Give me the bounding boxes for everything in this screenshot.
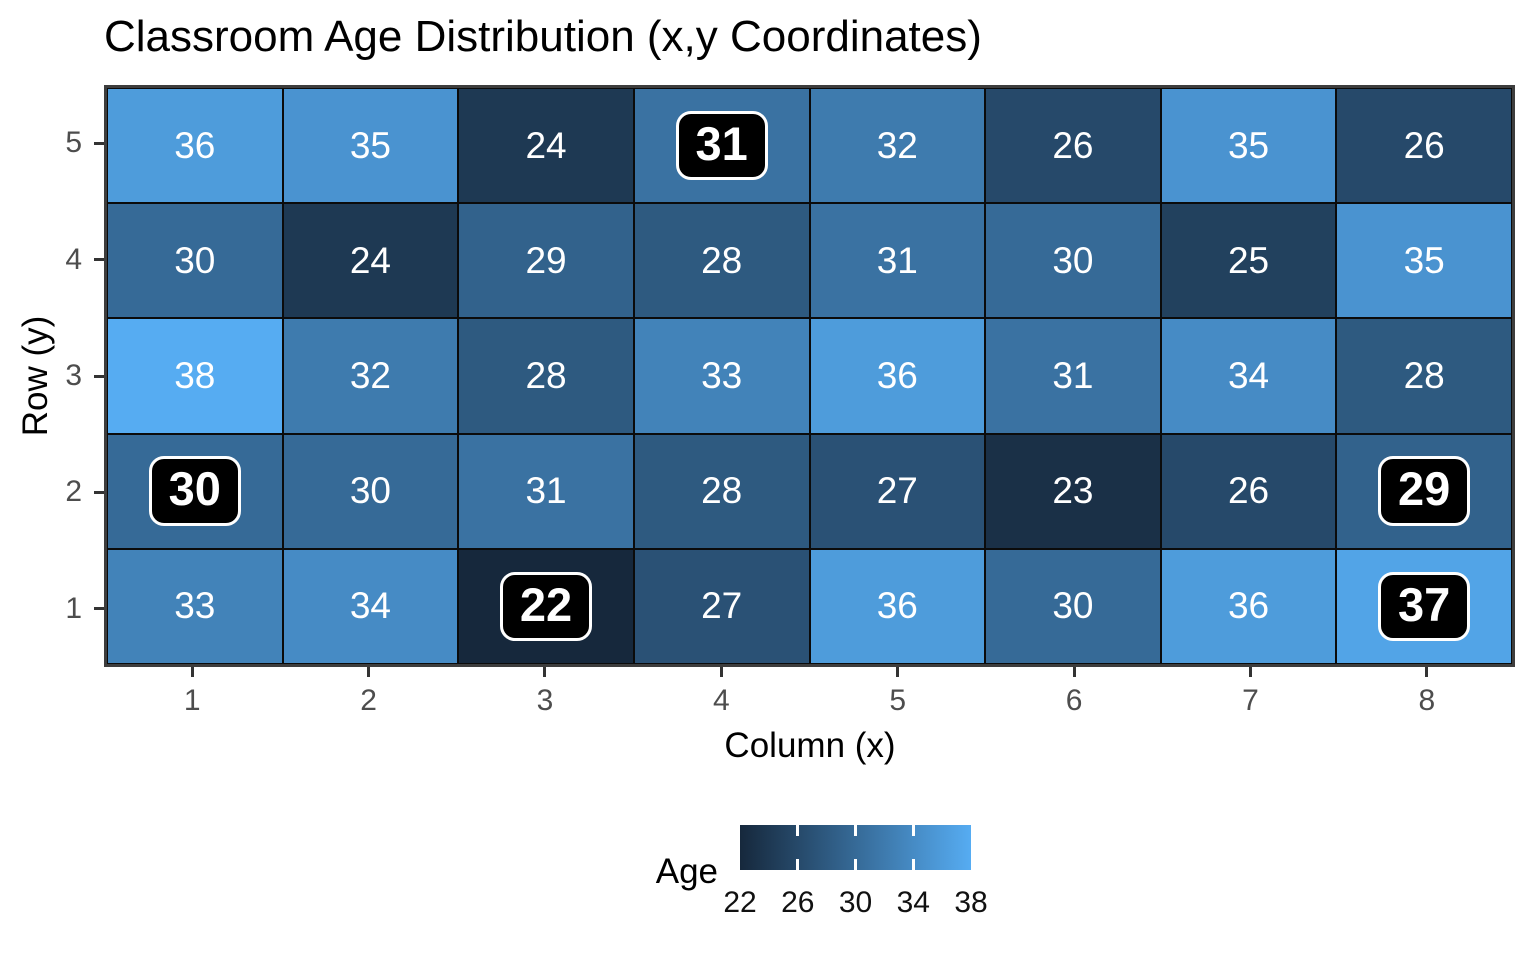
- y-tick-label: 4: [65, 242, 82, 276]
- x-tick-mark: [543, 667, 547, 677]
- x-tick-label: 7: [1242, 684, 1259, 717]
- x-tick-mark: [719, 667, 723, 677]
- legend-tick-label: 30: [838, 886, 873, 919]
- heatmap-cell-x6-y2: 23: [985, 433, 1161, 549]
- heatmap-cell-x8-y1: 37: [1336, 548, 1512, 664]
- y-tick-label: 5: [65, 126, 82, 160]
- heatmap-cell-x3-y1: 22: [458, 548, 634, 664]
- heatmap-cell-x5-y2: 27: [809, 433, 986, 549]
- heatmap-cell-x5-y4: 31: [809, 203, 986, 319]
- highlighted-value-badge: 30: [148, 456, 241, 527]
- legend-tick-notch: [854, 859, 857, 870]
- heatmap-cell-x3-y5: 24: [458, 88, 634, 204]
- y-tick-mark: [94, 607, 104, 611]
- y-tick-label: 1: [65, 591, 82, 625]
- legend-tick-label: 34: [896, 886, 930, 919]
- heatmap-cell-x4-y4: 28: [633, 203, 810, 319]
- heatmap-cell-x2-y4: 24: [282, 203, 459, 319]
- heatmap-cell-x8-y3: 28: [1336, 318, 1512, 434]
- x-tick-label: 6: [1065, 684, 1083, 717]
- heatmap-cell-x7-y5: 35: [1160, 88, 1337, 204]
- x-tick-label: 5: [889, 684, 907, 717]
- heatmap-cell-x1-y4: 30: [107, 203, 283, 319]
- x-tick-mark: [1072, 667, 1076, 677]
- heatmap-cell-x1-y5: 36: [107, 88, 283, 204]
- heatmap-cell-x6-y4: 30: [985, 203, 1161, 319]
- heatmap-cell-x2-y1: 34: [282, 548, 459, 664]
- legend-tick-notch: [911, 825, 915, 836]
- y-tick-mark: [94, 490, 104, 494]
- highlighted-value-badge: 31: [675, 110, 768, 181]
- heatmap-cell-x4-y5: 31: [633, 88, 810, 204]
- legend-tick-label: 22: [723, 886, 757, 919]
- x-axis-title: Column (x): [724, 726, 896, 765]
- heatmap-cell-x4-y1: 27: [633, 548, 810, 664]
- heatmap-cell-x7-y2: 26: [1160, 433, 1337, 549]
- y-tick-mark: [94, 374, 104, 378]
- heatmap-cell-x6-y5: 26: [985, 88, 1161, 204]
- legend-tick-label: 38: [954, 886, 988, 919]
- heatmap-cell-x1-y2: 30: [107, 433, 283, 549]
- x-tick-label: 4: [712, 684, 730, 717]
- x-tick-label: 8: [1418, 684, 1436, 717]
- heatmap-cell-x5-y3: 36: [809, 318, 986, 434]
- y-tick-label: 3: [65, 359, 82, 392]
- x-tick-mark: [896, 667, 900, 677]
- legend-tick-notch: [796, 859, 800, 870]
- y-tick-mark: [94, 258, 104, 262]
- highlighted-value-badge: 37: [1378, 571, 1471, 642]
- heatmap-cell-x1-y3: 38: [107, 318, 283, 434]
- heatmap-cell-x7-y4: 25: [1160, 203, 1337, 319]
- heatmap-cell-x7-y1: 36: [1160, 548, 1337, 664]
- heatmap-grid: 36 35 24 31 32 26 35 26 30 24 29 28 31 30 25 35 38 32 28 33…: [107, 88, 1512, 664]
- heatmap-cell-x1-y1: 33: [107, 548, 283, 664]
- heatmap-cell-x5-y1: 36: [809, 548, 986, 664]
- x-tick-mark: [1248, 667, 1252, 677]
- legend-tick-label: 26: [781, 886, 815, 919]
- heatmap-cell-x8-y4: 35: [1336, 203, 1512, 319]
- x-tick-label: 3: [536, 684, 554, 717]
- x-tick-label: 2: [360, 684, 377, 717]
- x-tick-mark: [190, 667, 194, 677]
- heatmap-cell-x2-y2: 30: [282, 433, 459, 549]
- heatmap-cell-x6-y1: 30: [985, 548, 1161, 664]
- legend-tick-notch: [911, 859, 915, 870]
- heatmap-cell-x4-y2: 28: [633, 433, 810, 549]
- legend-tick-notch: [854, 825, 857, 836]
- legend-title: Age: [655, 852, 718, 891]
- heatmap-cell-x8-y2: 29: [1336, 433, 1512, 549]
- heatmap-cell-x3-y4: 29: [458, 203, 634, 319]
- x-tick-label: 1: [183, 684, 201, 717]
- chart-title: Classroom Age Distribution (x,y Coordina…: [104, 12, 982, 61]
- heatmap-cell-x5-y5: 32: [809, 88, 986, 204]
- legend-gradient-bar: [740, 825, 971, 870]
- legend-tick-labels: 22 26 30 34 38: [723, 886, 987, 919]
- y-axis-title: Row (y): [16, 315, 55, 437]
- heatmap-panel: 36 35 24 31 32 26 35 26 30 24 29 28 31 30 25 35 38 32 28 33…: [104, 85, 1515, 667]
- x-tick-mark: [367, 667, 371, 677]
- heatmap-cell-x2-y3: 32: [282, 318, 459, 434]
- heatmap-cell-x3-y3: 28: [458, 318, 634, 434]
- highlighted-value-badge: 22: [499, 571, 593, 642]
- heatmap-cell-x4-y3: 33: [633, 318, 810, 434]
- highlighted-value-badge: 29: [1378, 456, 1471, 527]
- heatmap-cell-x7-y3: 34: [1160, 318, 1337, 434]
- legend-tick-notch: [796, 825, 800, 836]
- y-tick-mark: [94, 141, 104, 145]
- y-tick-label: 2: [65, 475, 82, 509]
- heatmap-cell-x8-y5: 26: [1336, 88, 1512, 204]
- heatmap-cell-x6-y3: 31: [985, 318, 1161, 434]
- x-tick-mark: [1425, 667, 1429, 677]
- heatmap-cell-x2-y5: 35: [282, 88, 459, 204]
- heatmap-cell-x3-y2: 31: [458, 433, 634, 549]
